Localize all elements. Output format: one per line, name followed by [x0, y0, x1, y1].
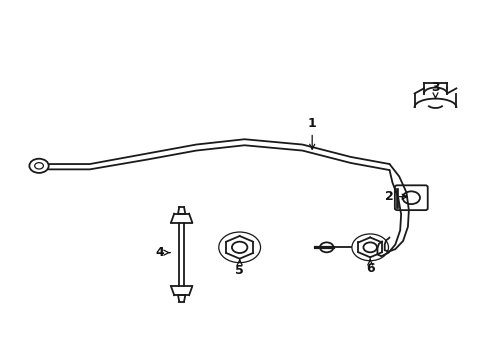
Text: 2: 2	[385, 190, 407, 203]
Text: 5: 5	[235, 260, 244, 277]
Text: 6: 6	[365, 259, 374, 275]
Text: 1: 1	[307, 117, 316, 149]
Text: 3: 3	[430, 81, 439, 98]
Text: 4: 4	[155, 246, 169, 259]
